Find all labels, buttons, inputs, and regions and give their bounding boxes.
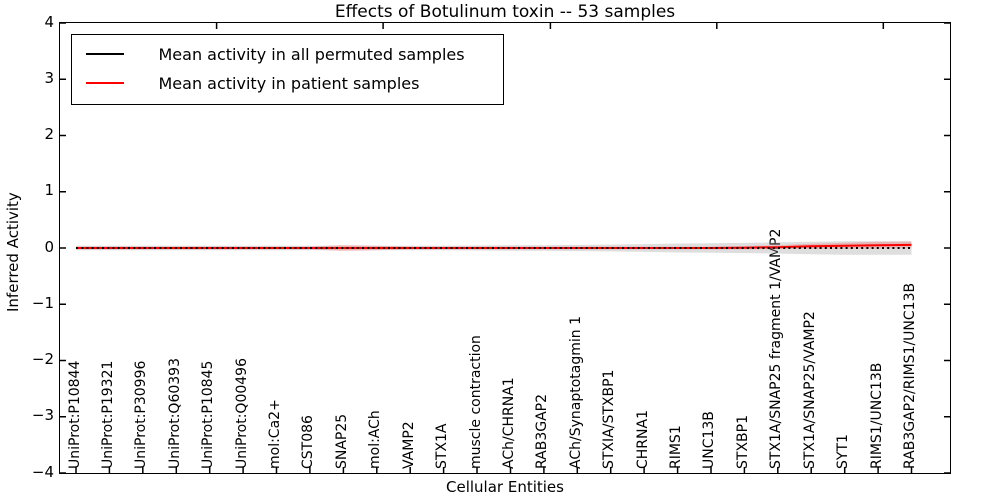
y-tick-label: −2: [31, 350, 54, 368]
y-tick-label: 4: [44, 12, 54, 31]
legend-item-label: Mean activity in all permuted samples: [158, 44, 465, 64]
chart-title: Effects of Botulinum toxin -- 53 samples: [334, 2, 676, 22]
y-tick-label: −3: [31, 406, 54, 425]
y-tick-label: 1: [44, 181, 54, 200]
y-tick-label: 3: [44, 68, 54, 87]
y-tick-label: 0: [44, 237, 54, 256]
legend-line-sample-permuted: [85, 53, 124, 55]
legend-line-sample-patient: [85, 82, 124, 84]
legend-item-label: Mean activity in patient samples: [158, 73, 420, 93]
legend-item: Mean activity in patient samples: [72, 69, 503, 98]
y-tick-label: −4: [31, 462, 54, 481]
legend: Mean activity in all permuted samples Me…: [70, 33, 504, 105]
plot-area: UniProt:P10844 UniProt:P19321 UniProt:P309…: [58, 21, 951, 474]
y-tick-label: 2: [44, 125, 54, 143]
y-tick-label: −1: [31, 293, 54, 312]
legend-item: Mean activity in all permuted samples: [72, 40, 503, 69]
axis-tick-marks: [59, 22, 950, 473]
x-axis-label: Cellular Entities: [446, 478, 564, 496]
chart-canvas: [59, 22, 950, 473]
